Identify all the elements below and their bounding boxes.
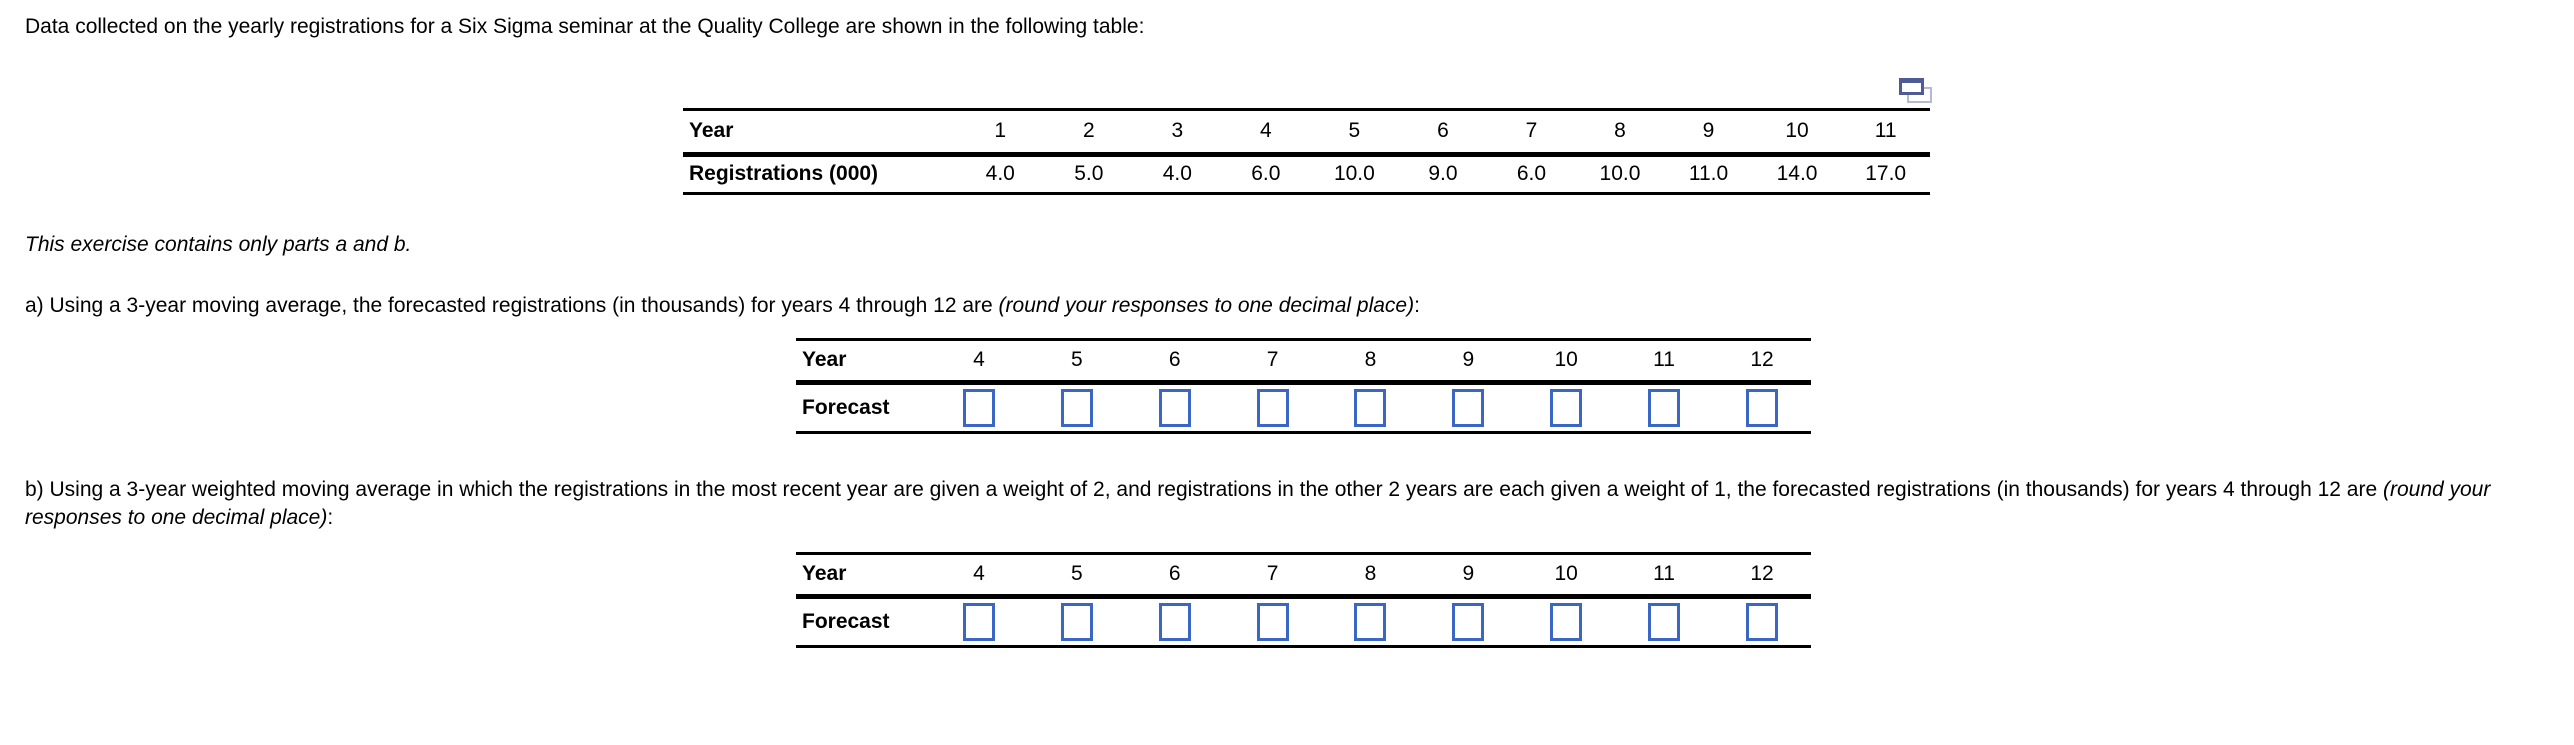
year-cell: 9 <box>1462 562 1475 585</box>
year-cell: 5 <box>1070 348 1083 371</box>
year-cell: 1 <box>994 119 1007 142</box>
year-cell: 6 <box>1437 119 1449 142</box>
registrations-table: Year 1 2 3 4 5 6 7 8 9 10 11 Registratio… <box>683 108 1930 195</box>
year-cell: 8 <box>1614 119 1626 142</box>
year-cell: 11 <box>1874 119 1897 142</box>
year-row-label: Year <box>802 562 847 585</box>
year-cell: 11 <box>1653 562 1675 585</box>
registration-cell: 6.0 <box>1251 162 1281 185</box>
year-cell: 8 <box>1364 348 1377 371</box>
table-row: Registrations (000) 4.0 5.0 4.0 6.0 10.0… <box>683 155 1930 194</box>
year-cell: 5 <box>1070 562 1083 585</box>
exercise-note: This exercise contains only parts a and … <box>25 233 412 256</box>
table-row: Year 1 2 3 4 5 6 7 8 9 10 11 <box>683 109 1930 155</box>
forecast-input-a-year12[interactable] <box>1746 389 1778 427</box>
part-a-text: a) Using a 3-year moving average, the fo… <box>25 292 2525 320</box>
registration-cell: 14.0 <box>1776 162 1818 185</box>
forecast-table-a: Year 4 5 6 7 8 9 10 11 12 Forecast <box>796 338 1811 434</box>
forecast-input-b-year5[interactable] <box>1060 603 1093 641</box>
year-cell: 8 <box>1364 562 1377 585</box>
part-a-colon: : <box>1414 294 1420 317</box>
forecast-input-b-year11[interactable] <box>1648 603 1681 641</box>
registration-cell: 9.0 <box>1428 162 1458 185</box>
year-cell: 2 <box>1082 119 1095 142</box>
year-row-label: Year <box>802 348 847 371</box>
registration-cell: 4.0 <box>985 162 1015 185</box>
forecast-input-b-year10[interactable] <box>1550 603 1583 641</box>
year-cell: 12 <box>1750 562 1774 585</box>
forecast-table-b: Year 4 5 6 7 8 9 10 11 12 Forecast <box>796 552 1811 648</box>
registration-cell: 17.0 <box>1865 162 1907 185</box>
forecast-input-b-year4[interactable] <box>962 603 995 641</box>
forecast-input-b-year8[interactable] <box>1354 603 1387 641</box>
year-cell: 10 <box>1554 348 1578 371</box>
registration-cell: 11.0 <box>1688 162 1729 185</box>
forecast-input-a-year5[interactable] <box>1060 389 1093 427</box>
part-a-rounding-note: (round your responses to one decimal pla… <box>998 294 1415 317</box>
forecast-input-b-year9[interactable] <box>1452 603 1485 641</box>
year-cell: 5 <box>1348 119 1361 142</box>
popup-window-icon[interactable] <box>1899 78 1933 104</box>
table-row: Forecast <box>796 597 1811 647</box>
year-row-label: Year <box>689 119 734 142</box>
forecast-row-label: Forecast <box>802 610 890 633</box>
table-row: Year 4 5 6 7 8 9 10 11 12 <box>796 553 1811 597</box>
forecast-input-a-year11[interactable] <box>1648 389 1681 427</box>
year-cell: 6 <box>1168 348 1181 371</box>
year-cell: 11 <box>1653 348 1675 371</box>
forecast-input-a-year8[interactable] <box>1354 389 1387 427</box>
part-b-text: b) Using a 3-year weighted moving averag… <box>25 476 2525 532</box>
table-row: Year 4 5 6 7 8 9 10 11 12 <box>796 339 1811 383</box>
part-b-colon: : <box>327 506 334 529</box>
part-a-main: a) Using a 3-year moving average, the fo… <box>25 294 999 317</box>
year-cell: 10 <box>1554 562 1578 585</box>
registration-cell: 4.0 <box>1162 162 1192 185</box>
registration-cell: 10.0 <box>1333 162 1375 185</box>
year-cell: 7 <box>1266 348 1279 371</box>
registration-cell: 6.0 <box>1516 162 1547 185</box>
year-cell: 9 <box>1702 119 1715 142</box>
part-b-main: b) Using a 3-year weighted moving averag… <box>25 478 2383 501</box>
registration-cell: 5.0 <box>1074 162 1104 185</box>
registrations-row-label: Registrations (000) <box>689 162 879 185</box>
popup-window-icon-front <box>1899 78 1924 95</box>
registrations-table-container: Year 1 2 3 4 5 6 7 8 9 10 11 Registratio… <box>683 78 1932 195</box>
year-cell: 7 <box>1266 562 1279 585</box>
forecast-row-label: Forecast <box>802 396 890 419</box>
registration-cell: 10.0 <box>1599 162 1641 185</box>
year-cell: 10 <box>1785 119 1809 142</box>
year-cell: 4 <box>1260 119 1272 142</box>
forecast-input-b-year7[interactable] <box>1256 603 1289 641</box>
forecast-input-b-year12[interactable] <box>1746 603 1778 641</box>
table-row: Forecast <box>796 383 1811 433</box>
year-cell: 12 <box>1750 348 1774 371</box>
year-cell: 4 <box>973 348 985 371</box>
forecast-input-a-year7[interactable] <box>1256 389 1289 427</box>
forecast-input-a-year4[interactable] <box>962 389 995 427</box>
intro-text: Data collected on the yearly registratio… <box>25 15 1145 38</box>
forecast-input-b-year6[interactable] <box>1158 603 1191 641</box>
part-b-rounding-note: (round your responses to one decimal pla… <box>25 478 2491 529</box>
year-cell: 4 <box>973 562 985 585</box>
year-cell: 7 <box>1525 119 1538 142</box>
forecast-input-a-year9[interactable] <box>1452 389 1485 427</box>
year-cell: 3 <box>1171 119 1184 142</box>
forecast-input-a-year10[interactable] <box>1550 389 1583 427</box>
forecast-input-a-year6[interactable] <box>1158 389 1191 427</box>
year-cell: 9 <box>1462 348 1475 371</box>
year-cell: 6 <box>1168 562 1181 585</box>
